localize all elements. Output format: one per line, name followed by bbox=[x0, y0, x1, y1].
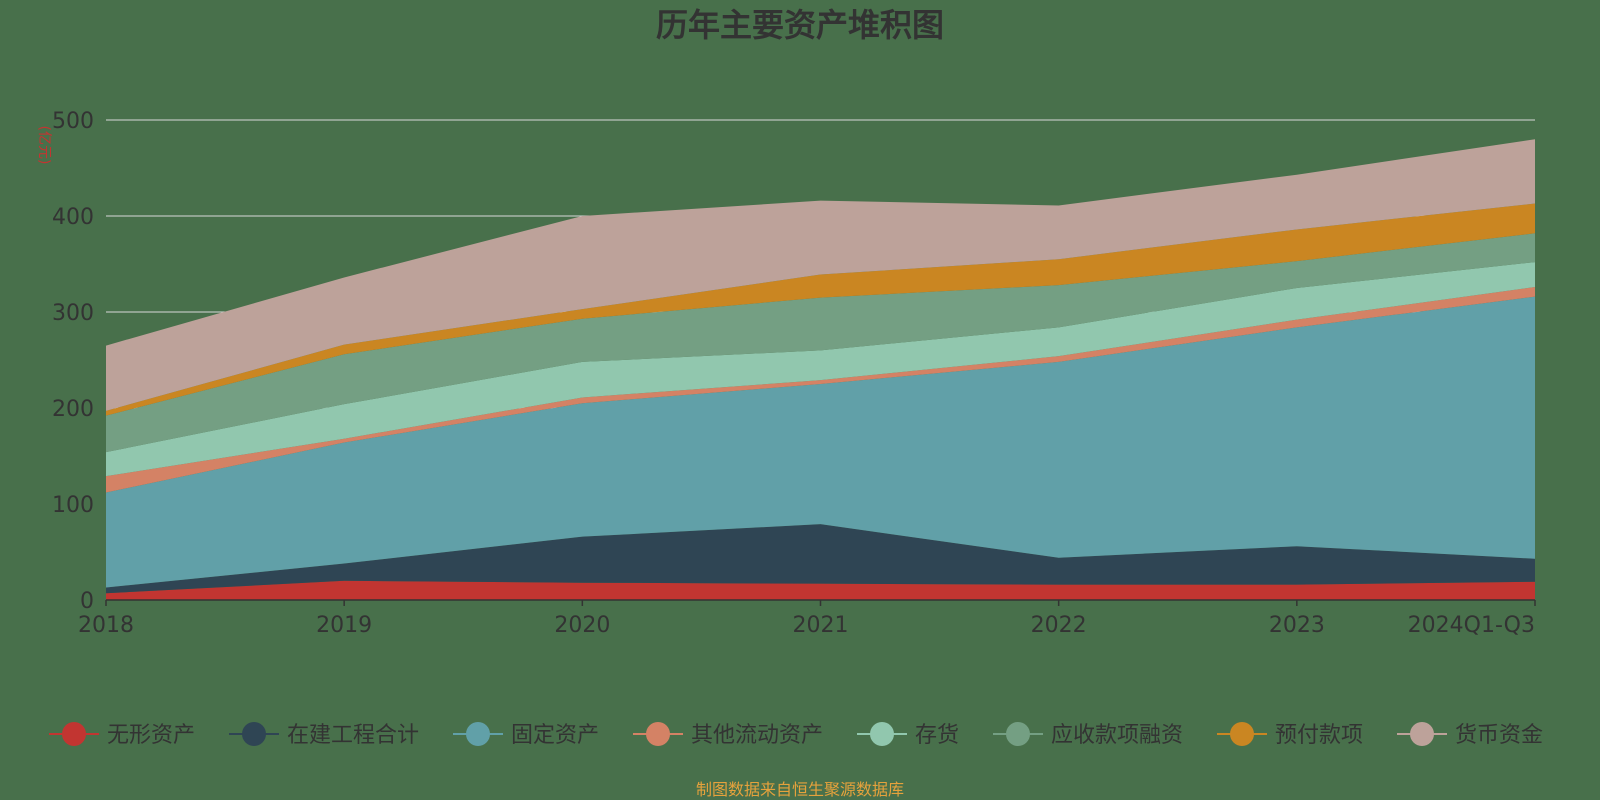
legend-label: 应收款项融资 bbox=[1051, 723, 1183, 748]
area-series-layer bbox=[106, 139, 1535, 600]
y-tick-label: 0 bbox=[80, 589, 94, 614]
legend-label: 固定资产 bbox=[511, 723, 599, 748]
legend-label: 在建工程合计 bbox=[287, 723, 419, 748]
legend-marker-icon bbox=[1006, 722, 1030, 746]
chart-title: 历年主要资产堆积图 bbox=[656, 6, 944, 44]
legend-marker-icon bbox=[1230, 722, 1254, 746]
legend-label: 预付款项 bbox=[1275, 723, 1363, 748]
x-tick-label: 2022 bbox=[1031, 613, 1087, 638]
legend-item-0[interactable]: 无形资产 bbox=[49, 722, 195, 748]
legend-label: 存货 bbox=[915, 723, 959, 748]
x-tick-label: 2018 bbox=[78, 613, 134, 638]
axes: 0 100 200 300 400 500 2018 2019 2020 2021 2022 2023… bbox=[52, 109, 1536, 638]
area-series-5 bbox=[106, 233, 1535, 453]
area-series-7 bbox=[106, 139, 1535, 411]
y-tick-label: 100 bbox=[52, 493, 94, 518]
area-series-6 bbox=[106, 203, 1535, 416]
x-tick-label: 2020 bbox=[554, 613, 610, 638]
legend-label: 其他流动资产 bbox=[691, 723, 823, 748]
legend-marker-icon bbox=[466, 722, 490, 746]
legend-item-6[interactable]: 预付款项 bbox=[1217, 722, 1363, 748]
legend-marker-icon bbox=[242, 722, 266, 746]
legend-label: 货币资金 bbox=[1455, 723, 1543, 748]
legend-marker-icon bbox=[646, 722, 670, 746]
legend-marker-icon bbox=[62, 722, 86, 746]
legend-item-7[interactable]: 货币资金 bbox=[1397, 722, 1543, 748]
x-tick-label: 2024Q1-Q3 bbox=[1408, 613, 1535, 638]
x-tick-label: 2019 bbox=[316, 613, 372, 638]
source-note: 制图数据来自恒生聚源数据库 bbox=[696, 780, 904, 799]
x-tick-label: 2021 bbox=[793, 613, 849, 638]
y-axis-unit-label: (亿元) bbox=[36, 126, 52, 165]
legend-label: 无形资产 bbox=[107, 723, 195, 748]
y-tick-label: 400 bbox=[52, 205, 94, 230]
legend-item-1[interactable]: 在建工程合计 bbox=[229, 722, 419, 748]
legend-item-3[interactable]: 其他流动资产 bbox=[633, 722, 823, 748]
area-series-2 bbox=[106, 296, 1535, 588]
y-tick-label: 200 bbox=[52, 397, 94, 422]
area-series-3 bbox=[106, 287, 1535, 493]
area-series-0 bbox=[106, 580, 1535, 600]
legend-marker-icon bbox=[1410, 722, 1434, 746]
legend-item-4[interactable]: 存货 bbox=[857, 722, 959, 748]
y-tick-label: 300 bbox=[52, 301, 94, 326]
x-tick-label: 2023 bbox=[1269, 613, 1325, 638]
y-tick-label: 500 bbox=[52, 109, 94, 134]
area-series-4 bbox=[106, 262, 1535, 477]
legend-item-5[interactable]: 应收款项融资 bbox=[993, 722, 1183, 748]
legend: 无形资产 在建工程合计 固定资产 其他流动资产 存货 应收款项融资 预付款项 货币资金 bbox=[49, 722, 1543, 748]
area-series-1 bbox=[106, 524, 1535, 594]
legend-marker-icon bbox=[870, 722, 894, 746]
legend-item-2[interactable]: 固定资产 bbox=[453, 722, 599, 748]
